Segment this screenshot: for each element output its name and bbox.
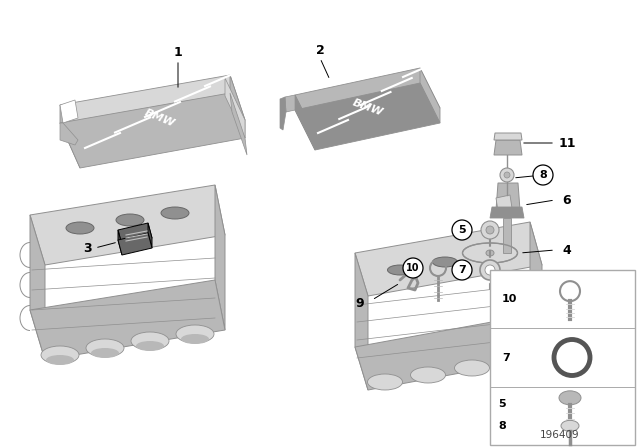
Ellipse shape — [410, 367, 445, 383]
Polygon shape — [494, 140, 522, 155]
Polygon shape — [118, 233, 152, 255]
Ellipse shape — [387, 265, 413, 275]
Polygon shape — [355, 222, 542, 296]
Polygon shape — [30, 280, 225, 360]
Circle shape — [533, 165, 553, 185]
Polygon shape — [30, 185, 225, 265]
Text: 6: 6 — [563, 194, 572, 207]
Text: 4: 4 — [563, 244, 572, 257]
Circle shape — [486, 226, 494, 234]
Polygon shape — [355, 315, 542, 390]
Ellipse shape — [66, 222, 94, 234]
Text: 5: 5 — [458, 225, 466, 235]
Text: 8: 8 — [498, 421, 506, 431]
Polygon shape — [225, 78, 245, 138]
Ellipse shape — [131, 332, 169, 350]
Polygon shape — [60, 105, 80, 168]
Ellipse shape — [116, 214, 144, 226]
Text: BMW: BMW — [143, 108, 177, 129]
Text: BMW: BMW — [351, 98, 385, 118]
Text: 2: 2 — [316, 43, 324, 56]
Ellipse shape — [463, 243, 518, 263]
Polygon shape — [215, 185, 225, 330]
Circle shape — [504, 172, 510, 178]
Text: 5: 5 — [498, 399, 506, 409]
Polygon shape — [30, 215, 45, 360]
Circle shape — [481, 221, 499, 239]
Text: 10: 10 — [502, 294, 517, 304]
Circle shape — [480, 260, 500, 280]
Polygon shape — [503, 218, 511, 253]
Polygon shape — [295, 95, 315, 150]
Polygon shape — [148, 223, 152, 248]
Ellipse shape — [433, 257, 458, 267]
Ellipse shape — [367, 374, 403, 390]
Text: 10: 10 — [406, 263, 420, 273]
Polygon shape — [60, 75, 245, 150]
Ellipse shape — [46, 355, 74, 365]
Text: 1: 1 — [173, 46, 182, 59]
Polygon shape — [295, 68, 440, 135]
Polygon shape — [285, 95, 295, 112]
Polygon shape — [355, 253, 368, 390]
Circle shape — [452, 220, 472, 240]
Circle shape — [403, 258, 423, 278]
Text: 196409: 196409 — [540, 430, 580, 440]
Ellipse shape — [181, 334, 209, 344]
Text: 8: 8 — [539, 170, 547, 180]
Ellipse shape — [497, 353, 532, 369]
Ellipse shape — [559, 391, 581, 405]
Ellipse shape — [454, 360, 490, 376]
Polygon shape — [496, 183, 520, 210]
Circle shape — [452, 260, 472, 280]
Polygon shape — [295, 83, 440, 150]
Text: 7: 7 — [458, 265, 466, 275]
Ellipse shape — [86, 339, 124, 357]
Ellipse shape — [486, 250, 494, 256]
Polygon shape — [230, 75, 245, 138]
Polygon shape — [60, 123, 78, 145]
Circle shape — [485, 265, 495, 275]
Ellipse shape — [136, 341, 164, 351]
Polygon shape — [494, 133, 522, 140]
Text: 11: 11 — [558, 137, 576, 150]
Polygon shape — [530, 222, 542, 358]
Ellipse shape — [41, 346, 79, 364]
Ellipse shape — [161, 207, 189, 219]
Text: 7: 7 — [502, 353, 509, 362]
Bar — [490, 270, 635, 445]
Ellipse shape — [91, 348, 119, 358]
Text: 3: 3 — [84, 241, 92, 254]
Polygon shape — [280, 97, 286, 130]
Circle shape — [562, 348, 582, 367]
Text: 9: 9 — [356, 297, 364, 310]
Circle shape — [500, 168, 514, 182]
Ellipse shape — [176, 325, 214, 343]
Polygon shape — [60, 93, 245, 168]
Polygon shape — [490, 207, 524, 218]
Polygon shape — [420, 68, 440, 123]
Polygon shape — [60, 100, 78, 123]
Ellipse shape — [561, 420, 579, 431]
Polygon shape — [118, 223, 152, 245]
Polygon shape — [230, 93, 247, 155]
Ellipse shape — [476, 250, 500, 260]
Polygon shape — [118, 230, 122, 255]
Polygon shape — [496, 195, 512, 211]
